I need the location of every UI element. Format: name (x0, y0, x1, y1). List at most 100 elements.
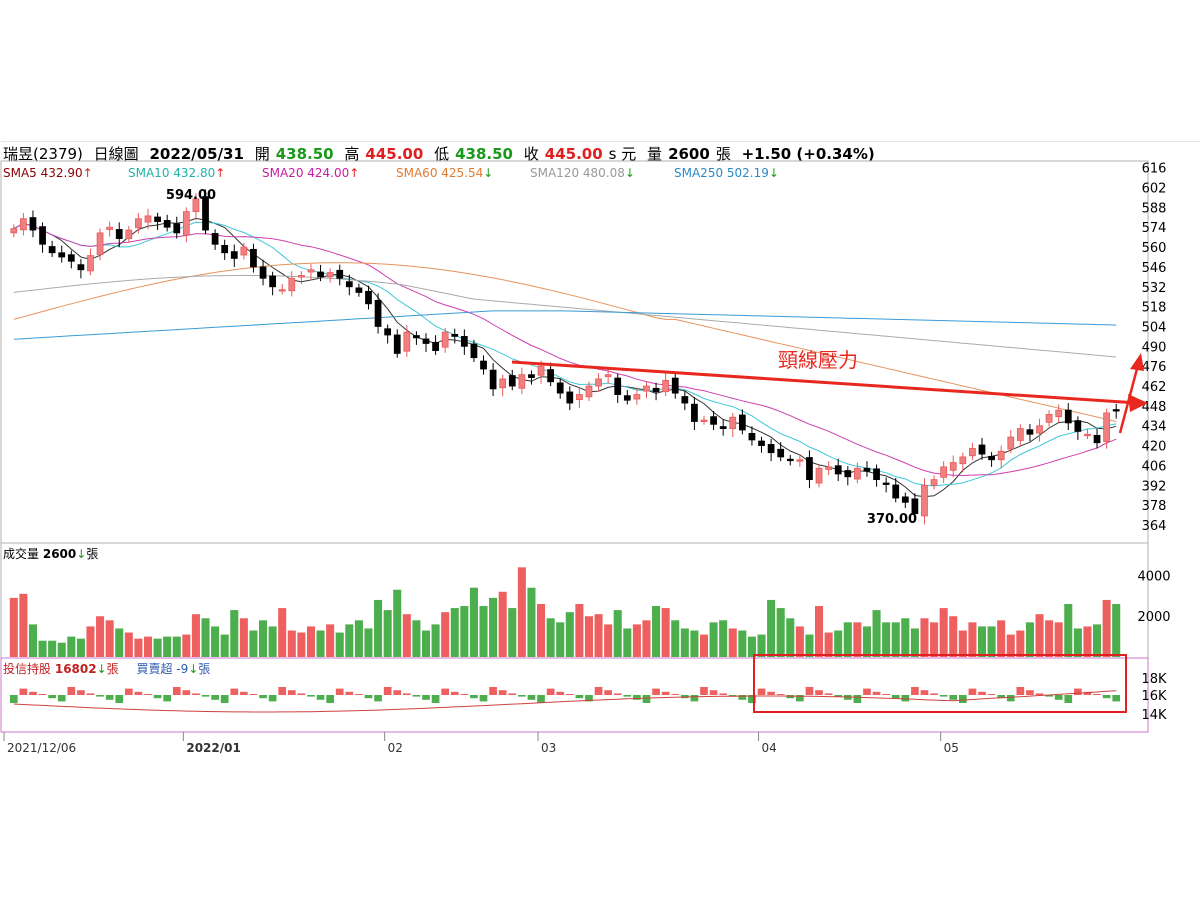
volume-bar (728, 628, 737, 657)
candle-body (355, 287, 363, 293)
volume-bar (843, 622, 852, 657)
volume-bar (345, 624, 354, 657)
net-buy-bar (1093, 694, 1101, 695)
volume-bar (805, 634, 814, 657)
volume-bar (460, 606, 469, 657)
candle-body (422, 338, 430, 344)
volume-bar (421, 630, 431, 657)
high-price-label: 594.00 (166, 188, 216, 203)
volume-bar (1016, 630, 1025, 657)
net-buy-bar (594, 687, 603, 695)
net-buy-bar (709, 690, 718, 695)
inst-tick-label: 18K (1141, 672, 1167, 687)
volume-bar (172, 636, 181, 657)
volume-bar (1112, 604, 1121, 657)
inst-panel-label: 投信持股 16802↓張 買賣超 -9↓張 (3, 660, 210, 677)
volume-bar (872, 610, 881, 657)
volume-bar (623, 628, 632, 657)
net-buy-bar (796, 695, 804, 702)
net-buy-bar (345, 691, 354, 695)
volume-bar (815, 606, 824, 657)
candle-body (441, 331, 449, 348)
candle-body (643, 385, 650, 392)
volume-bar (498, 591, 507, 657)
candle-body (595, 378, 602, 387)
candle-body (834, 465, 842, 475)
price-tick-label: 560 (1142, 241, 1167, 256)
net-buy-bar (1102, 695, 1111, 699)
volume-bar (1054, 622, 1063, 657)
net-buy-bar (278, 687, 287, 695)
volume-bar (1035, 614, 1044, 657)
volume-bar (489, 597, 498, 657)
inst-panel-title: 投信持股 (3, 662, 52, 676)
volume-bar (335, 632, 344, 657)
volume-bar (699, 634, 709, 657)
low-price-label: 370.00 (867, 512, 917, 527)
net-buy-bar (172, 687, 181, 695)
sma10-legend: SMA10 432.80↑ (128, 166, 225, 180)
volume-tick-label: 2000 (1137, 610, 1170, 625)
price-tick-label: 602 (1142, 182, 1167, 197)
net-buy-bar (690, 695, 699, 702)
volume-panel-value: 2600 (42, 547, 77, 561)
sma5-legend: SMA5 432.90↑ (3, 166, 93, 180)
volume-bar (527, 587, 536, 657)
candle-body (432, 341, 439, 351)
candle-body (182, 211, 190, 236)
volume-bar (96, 616, 105, 657)
volume-bar (1064, 604, 1073, 657)
net-buy-bar (268, 695, 277, 702)
volume-bar (546, 618, 555, 657)
net-buy-bar (585, 695, 593, 702)
candle-body (460, 336, 468, 347)
low-value: 438.50 (455, 145, 513, 163)
inst-panel-value: 16802 (54, 662, 97, 676)
net-buy-bar (153, 695, 162, 699)
inst-tick-label: 14K (1141, 708, 1167, 723)
volume-bar (287, 630, 296, 657)
net-buy-bar (441, 688, 450, 695)
net-buy-bar (249, 694, 258, 695)
x-tick-label: 2021/12/06 (7, 741, 76, 755)
volume-bar (441, 612, 450, 657)
price-tick-label: 462 (1142, 380, 1167, 395)
x-tick-label: 02 (388, 741, 403, 755)
candle-body (125, 229, 133, 239)
net-buy-bar (661, 691, 670, 695)
volume-bar (115, 628, 124, 657)
candle-body (796, 459, 804, 462)
candle-body (700, 419, 708, 422)
net-buy-bar (652, 688, 660, 695)
volume-bar (690, 630, 699, 657)
candle-body (671, 377, 679, 394)
net-buy-bar (815, 690, 823, 695)
volume-bar (652, 606, 661, 657)
low-label: 低 (434, 145, 450, 163)
candle-body (901, 496, 909, 503)
volume-bar (949, 616, 958, 657)
net-buy-bar (633, 695, 641, 700)
volume-bar (642, 620, 651, 657)
close-label: 收 (523, 145, 539, 163)
candle-body (623, 395, 631, 401)
net-buy-bar (824, 693, 833, 695)
net-buy-title: 買賣超 (136, 662, 173, 676)
volume-bar (939, 608, 948, 657)
net-buy-bar (575, 695, 584, 699)
net-buy-bar (450, 691, 459, 695)
net-buy-bar (738, 695, 747, 700)
volume-bar (211, 626, 220, 657)
price-tick-label: 448 (1142, 400, 1167, 415)
sma120-legend: SMA120 480.08↓ (530, 166, 635, 180)
volume-bar (259, 620, 268, 657)
net-buy-bar (144, 694, 152, 695)
volume-bar (38, 640, 47, 657)
candle-body (67, 254, 75, 262)
net-buy-bar (1035, 693, 1044, 695)
volume-bar (575, 604, 584, 657)
volume-bar (76, 638, 85, 657)
net-buy-bar (307, 695, 315, 697)
candle-body (537, 365, 545, 376)
price-tick-label: 392 (1142, 479, 1167, 494)
